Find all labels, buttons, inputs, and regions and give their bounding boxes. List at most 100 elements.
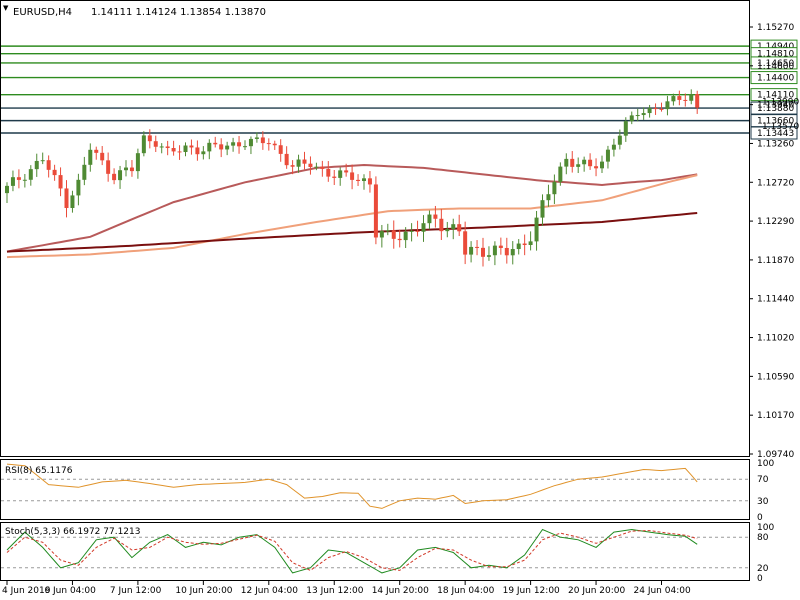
candle[interactable] (451, 218, 456, 240)
candle[interactable] (183, 142, 188, 157)
candle[interactable] (302, 151, 307, 170)
candle[interactable] (76, 173, 81, 206)
candle[interactable] (552, 174, 557, 204)
candle[interactable] (671, 93, 676, 106)
candle[interactable] (124, 160, 128, 177)
candle[interactable] (171, 140, 176, 156)
candle[interactable] (498, 237, 503, 255)
candle[interactable] (373, 176, 378, 245)
candle[interactable] (213, 136, 218, 148)
candle[interactable] (237, 136, 242, 154)
candle[interactable] (594, 158, 599, 177)
candle[interactable] (88, 143, 93, 172)
candle[interactable] (540, 194, 545, 226)
header-dropdown-icon[interactable]: ▼ (3, 4, 9, 12)
candle[interactable] (129, 160, 134, 177)
candle[interactable] (135, 148, 140, 179)
candle[interactable] (653, 103, 658, 115)
candle[interactable] (225, 141, 230, 156)
candle[interactable] (397, 229, 402, 248)
candle[interactable] (623, 117, 628, 142)
candle[interactable] (219, 138, 224, 158)
candle[interactable] (356, 174, 361, 186)
candle[interactable] (665, 95, 670, 116)
candle[interactable] (320, 160, 325, 177)
candle[interactable] (647, 104, 652, 118)
candle[interactable] (391, 220, 396, 249)
candle[interactable] (379, 224, 384, 248)
candle[interactable] (516, 239, 521, 255)
candle[interactable] (659, 102, 664, 112)
candle[interactable] (445, 221, 450, 238)
candle[interactable] (290, 160, 295, 175)
candle[interactable] (635, 108, 640, 122)
candle[interactable] (564, 153, 569, 175)
candle[interactable] (439, 208, 444, 240)
candle[interactable] (326, 161, 331, 182)
candle[interactable] (165, 140, 170, 156)
candle[interactable] (112, 168, 117, 185)
candle[interactable] (605, 145, 610, 169)
candle[interactable] (5, 182, 9, 204)
candle[interactable] (70, 190, 75, 213)
candle[interactable] (141, 131, 146, 157)
candle[interactable] (272, 140, 277, 150)
candle[interactable] (201, 146, 206, 160)
candle[interactable] (504, 237, 509, 264)
candle[interactable] (475, 240, 480, 256)
candle[interactable] (153, 135, 158, 152)
candle[interactable] (34, 153, 39, 177)
candle[interactable] (582, 156, 587, 172)
candle[interactable] (195, 140, 200, 161)
candle[interactable] (385, 223, 390, 236)
candle[interactable] (82, 156, 87, 186)
candle[interactable] (58, 167, 63, 197)
candle[interactable] (189, 139, 194, 155)
rsi-panel[interactable] (0, 459, 750, 520)
candle[interactable] (344, 163, 349, 177)
candle[interactable] (338, 167, 343, 186)
candle[interactable] (528, 231, 533, 251)
candle[interactable] (100, 146, 105, 166)
candle[interactable] (332, 169, 337, 185)
candle[interactable] (469, 241, 474, 263)
candle[interactable] (588, 153, 593, 170)
candle[interactable] (254, 132, 259, 143)
candle[interactable] (243, 140, 247, 151)
candle[interactable] (463, 221, 468, 265)
candle[interactable] (433, 205, 438, 228)
candle[interactable] (570, 151, 575, 173)
candle[interactable] (118, 165, 123, 189)
candle[interactable] (481, 237, 485, 267)
candle[interactable] (40, 152, 45, 165)
candle[interactable] (492, 241, 497, 266)
candle[interactable] (522, 234, 527, 256)
candle[interactable] (52, 164, 57, 181)
candle[interactable] (617, 129, 622, 150)
candle[interactable] (284, 146, 289, 169)
candle[interactable] (28, 165, 33, 186)
candle[interactable] (427, 210, 432, 230)
candle[interactable] (260, 131, 265, 150)
candle[interactable] (415, 220, 420, 237)
candle[interactable] (94, 146, 99, 160)
candle[interactable] (486, 246, 491, 261)
candle[interactable] (576, 157, 581, 174)
candle[interactable] (177, 145, 182, 160)
candle[interactable] (16, 169, 21, 189)
candle[interactable] (296, 154, 301, 173)
candle[interactable] (546, 184, 551, 207)
candle[interactable] (64, 180, 69, 218)
candle[interactable] (677, 90, 682, 106)
candle[interactable] (22, 173, 27, 188)
candle[interactable] (457, 214, 462, 237)
candle[interactable] (510, 241, 515, 265)
candle[interactable] (207, 139, 212, 160)
candle[interactable] (159, 143, 164, 154)
candle[interactable] (266, 138, 271, 151)
candle[interactable] (683, 93, 688, 107)
candle[interactable] (278, 139, 283, 162)
candle[interactable] (611, 138, 616, 157)
candle[interactable] (421, 215, 426, 242)
